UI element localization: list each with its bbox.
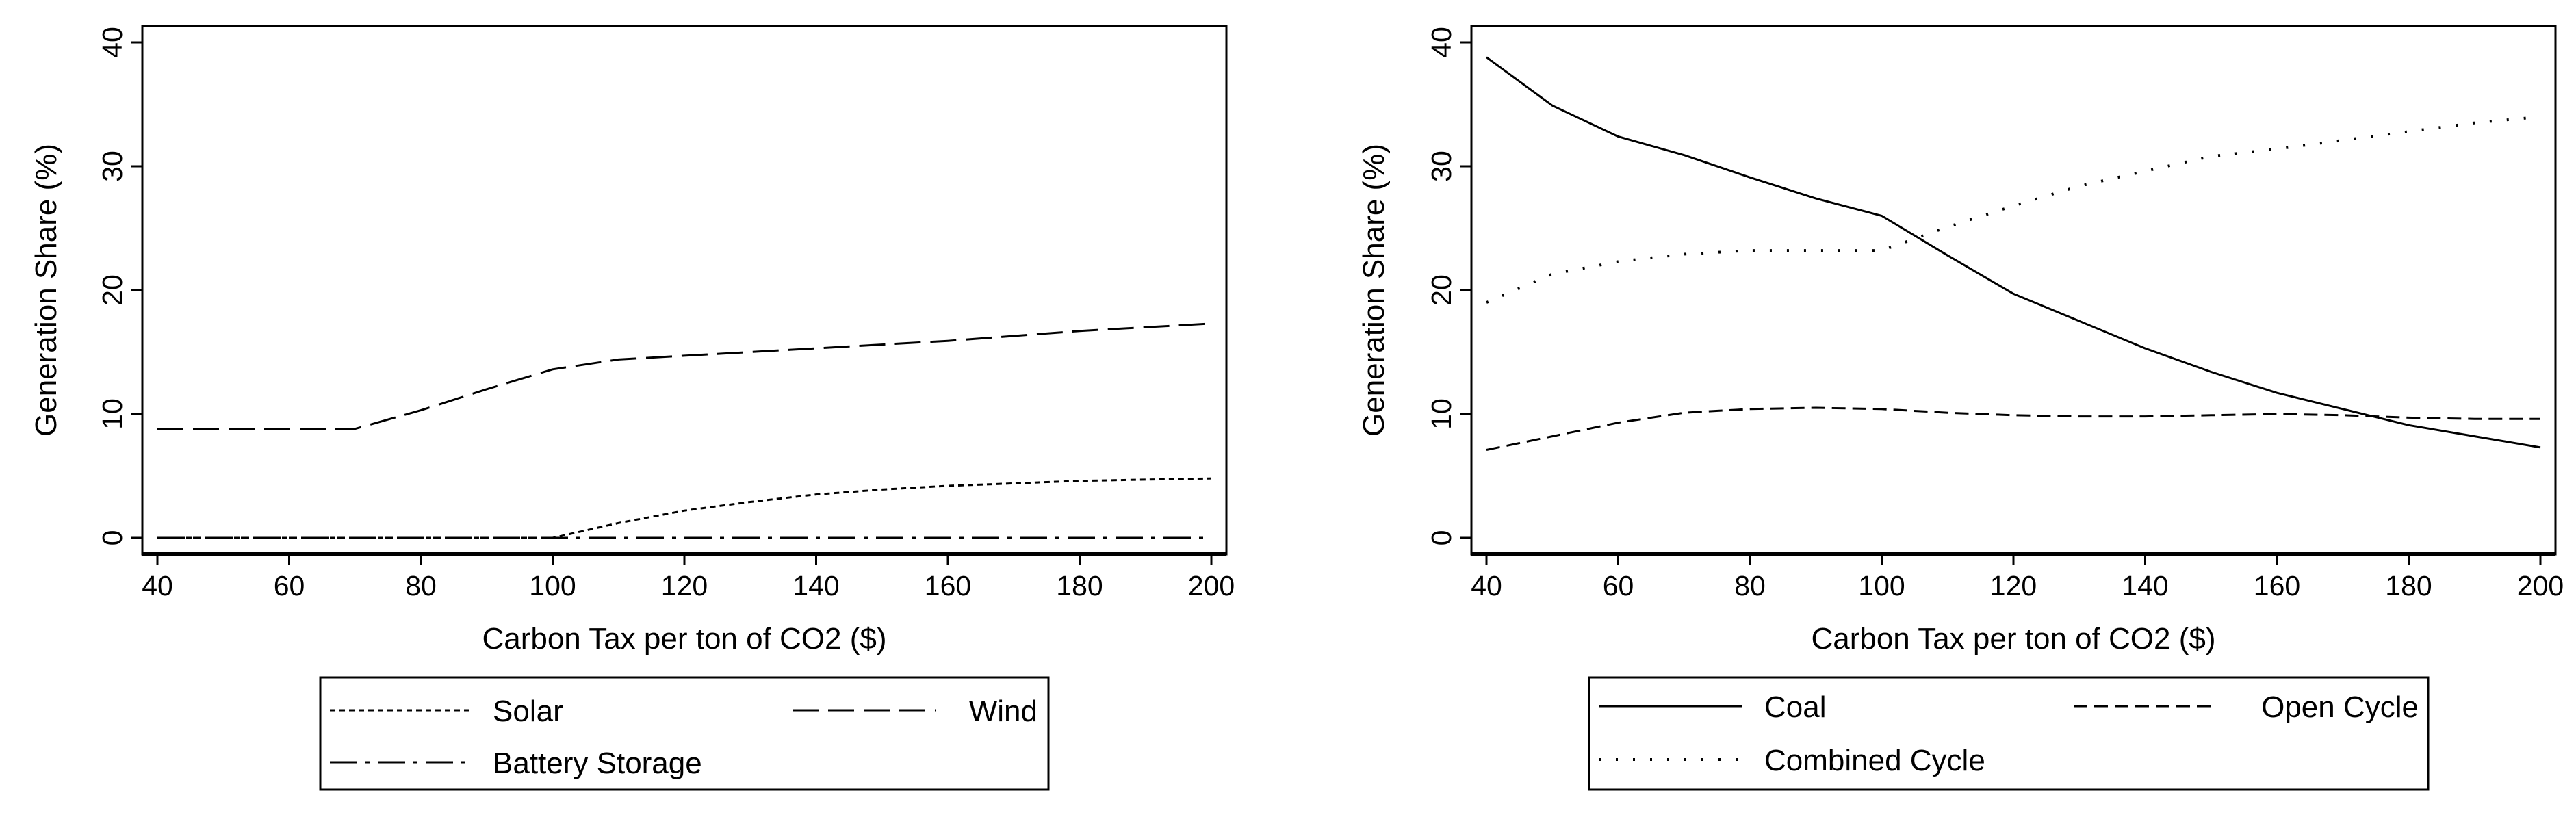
x-tick-label: 100 [529, 570, 576, 601]
chart-panel-renewables: 0 10 20 30 40 40 60 80 100 120 140 160 180 200 Gener… [29, 25, 1235, 791]
x-tick-label: 200 [1188, 570, 1235, 601]
legend-label-battery-storage: Battery Storage [493, 747, 702, 780]
legend-label-coal: Coal [1764, 690, 1827, 724]
x-axis-title: Carbon Tax per ton of CO2 ($) [482, 622, 886, 656]
y-tick-label: 30 [1426, 151, 1457, 182]
legend: Solar Wind Battery Storage [319, 676, 1050, 791]
y-axis-title: Generation Share (%) [1357, 144, 1391, 437]
legend-label-combined-cycle: Combined Cycle [1764, 744, 1985, 777]
y-axis-title: Generation Share (%) [29, 144, 63, 437]
x-tick-label: 100 [1858, 570, 1905, 601]
y-tick-label: 10 [1426, 398, 1457, 430]
x-ticks: 40 60 80 100 120 140 160 180 200 [1471, 554, 2564, 601]
x-ticks: 40 60 80 100 120 140 160 180 200 [142, 554, 1235, 601]
x-tick-label: 160 [2254, 570, 2300, 601]
y-tick-label: 30 [96, 151, 128, 182]
x-tick-label: 140 [793, 570, 839, 601]
x-tick-label: 60 [1603, 570, 1634, 601]
plot-area-frame [141, 25, 1228, 556]
x-tick-label: 80 [405, 570, 437, 601]
y-ticks: 0 10 20 30 40 [1426, 27, 1471, 545]
x-tick-label: 180 [1056, 570, 1103, 601]
legend-box [319, 676, 1050, 791]
series-line-solar [157, 477, 1212, 539]
series-group [1486, 56, 2541, 451]
y-tick-label: 20 [96, 274, 128, 306]
x-tick-label: 40 [142, 570, 173, 601]
series-line-open-cycle [1486, 406, 2540, 451]
x-tick-label: 160 [925, 570, 971, 601]
x-tick-label: 60 [274, 570, 305, 601]
x-tick-label: 140 [2122, 570, 2168, 601]
x-tick-label: 40 [1471, 570, 1502, 601]
y-tick-label: 0 [96, 530, 128, 546]
y-tick-label: 0 [1426, 530, 1457, 546]
x-tick-label: 120 [661, 570, 708, 601]
series-line-wind [157, 322, 1212, 430]
legend-label-open-cycle: Open Cycle [2261, 690, 2419, 724]
x-tick-label: 180 [2385, 570, 2432, 601]
y-tick-label: 40 [96, 27, 128, 58]
legend-box [1588, 676, 2430, 791]
x-tick-label: 120 [1990, 570, 2037, 601]
y-tick-label: 10 [96, 398, 128, 430]
plot-area-frame [1470, 25, 2557, 556]
legend-label-solar: Solar [493, 695, 563, 728]
legend-label-wind: Wind [969, 695, 1038, 728]
series-line-coal [1486, 56, 2541, 449]
series-group [157, 322, 1212, 539]
y-tick-label: 40 [1426, 27, 1457, 58]
x-axis-title: Carbon Tax per ton of CO2 ($) [1811, 622, 2215, 656]
x-tick-label: 200 [2517, 570, 2564, 601]
x-tick-label: 80 [1734, 570, 1766, 601]
chart-panel-fossil: 0 10 20 30 40 40 60 80 100 120 140 160 180 200 Gener… [1357, 25, 2564, 791]
y-ticks: 0 10 20 30 40 [96, 27, 142, 545]
y-tick-label: 20 [1426, 274, 1457, 306]
legend: Coal Open Cycle Combined Cycle [1588, 676, 2430, 791]
